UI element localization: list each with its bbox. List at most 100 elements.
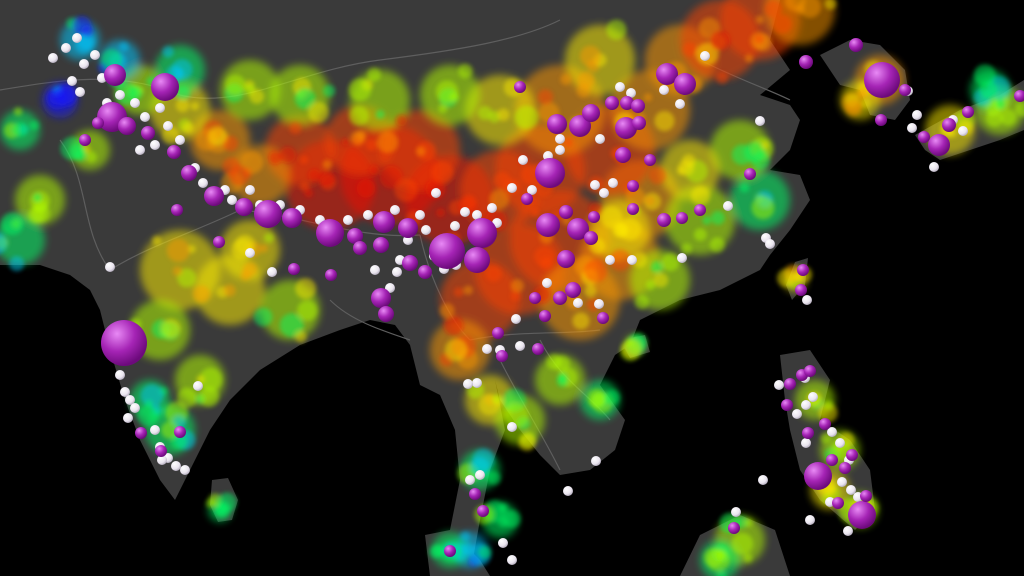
- fatal-landslide-marker[interactable]: [347, 228, 363, 244]
- fatal-landslide-marker[interactable]: [784, 378, 796, 390]
- fatal-landslide-marker[interactable]: [744, 168, 756, 180]
- fatal-landslide-marker[interactable]: [582, 104, 600, 122]
- fatal-landslide-marker[interactable]: [101, 320, 147, 366]
- nonfatal-landslide-marker[interactable]: [227, 195, 237, 205]
- nonfatal-landslide-marker[interactable]: [48, 53, 58, 63]
- nonfatal-landslide-marker[interactable]: [245, 185, 255, 195]
- nonfatal-landslide-marker[interactable]: [808, 392, 818, 402]
- nonfatal-landslide-marker[interactable]: [827, 427, 837, 437]
- fatal-landslide-marker[interactable]: [875, 114, 887, 126]
- nonfatal-landslide-marker[interactable]: [755, 116, 765, 126]
- nonfatal-landslide-marker[interactable]: [758, 475, 768, 485]
- nonfatal-landslide-marker[interactable]: [573, 298, 583, 308]
- nonfatal-landslide-marker[interactable]: [155, 103, 165, 113]
- nonfatal-landslide-marker[interactable]: [627, 255, 637, 265]
- fatal-landslide-marker[interactable]: [797, 264, 809, 276]
- nonfatal-landslide-marker[interactable]: [175, 135, 185, 145]
- nonfatal-landslide-marker[interactable]: [802, 295, 812, 305]
- fatal-landslide-marker[interactable]: [79, 134, 91, 146]
- fatal-landslide-marker[interactable]: [521, 193, 533, 205]
- nonfatal-landslide-marker[interactable]: [837, 477, 847, 487]
- fatal-landslide-marker[interactable]: [928, 134, 950, 156]
- fatal-landslide-marker[interactable]: [378, 306, 394, 322]
- fatal-landslide-marker[interactable]: [1014, 90, 1024, 102]
- nonfatal-landslide-marker[interactable]: [518, 155, 528, 165]
- fatal-landslide-marker[interactable]: [553, 291, 567, 305]
- fatal-landslide-marker[interactable]: [567, 218, 589, 240]
- nonfatal-landslide-marker[interactable]: [801, 400, 811, 410]
- nonfatal-landslide-marker[interactable]: [594, 299, 604, 309]
- fatal-landslide-marker[interactable]: [535, 158, 565, 188]
- fatal-landslide-marker[interactable]: [620, 96, 634, 110]
- nonfatal-landslide-marker[interactable]: [563, 486, 573, 496]
- fatal-landslide-marker[interactable]: [899, 84, 911, 96]
- fatal-landslide-marker[interactable]: [118, 117, 136, 135]
- fatal-landslide-marker[interactable]: [316, 219, 344, 247]
- fatal-landslide-marker[interactable]: [181, 165, 197, 181]
- fatal-landslide-marker[interactable]: [674, 73, 696, 95]
- fatal-landslide-marker[interactable]: [174, 426, 186, 438]
- fatal-landslide-marker[interactable]: [171, 204, 183, 216]
- nonfatal-landslide-marker[interactable]: [907, 123, 917, 133]
- fatal-landslide-marker[interactable]: [839, 462, 851, 474]
- nonfatal-landslide-marker[interactable]: [90, 50, 100, 60]
- fatal-landslide-marker[interactable]: [832, 497, 844, 509]
- nonfatal-landslide-marker[interactable]: [150, 140, 160, 150]
- fatal-landslide-marker[interactable]: [282, 208, 302, 228]
- fatal-landslide-marker[interactable]: [141, 126, 155, 140]
- fatal-landslide-marker[interactable]: [469, 488, 481, 500]
- nonfatal-landslide-marker[interactable]: [198, 178, 208, 188]
- nonfatal-landslide-marker[interactable]: [498, 538, 508, 548]
- nonfatal-landslide-marker[interactable]: [555, 134, 565, 144]
- fatal-landslide-marker[interactable]: [804, 462, 832, 490]
- nonfatal-landslide-marker[interactable]: [677, 253, 687, 263]
- fatal-landslide-marker[interactable]: [539, 310, 551, 322]
- nonfatal-landslide-marker[interactable]: [450, 221, 460, 231]
- fatal-landslide-marker[interactable]: [371, 288, 391, 308]
- fatal-landslide-marker[interactable]: [155, 445, 167, 457]
- nonfatal-landslide-marker[interactable]: [723, 201, 733, 211]
- fatal-landslide-marker[interactable]: [288, 263, 300, 275]
- nonfatal-landslide-marker[interactable]: [542, 278, 552, 288]
- fatal-landslide-marker[interactable]: [467, 218, 497, 248]
- nonfatal-landslide-marker[interactable]: [487, 203, 497, 213]
- fatal-landslide-marker[interactable]: [804, 365, 816, 377]
- nonfatal-landslide-marker[interactable]: [120, 387, 130, 397]
- nonfatal-landslide-marker[interactable]: [135, 145, 145, 155]
- fatal-landslide-marker[interactable]: [398, 218, 418, 238]
- nonfatal-landslide-marker[interactable]: [115, 370, 125, 380]
- nonfatal-landslide-marker[interactable]: [363, 210, 373, 220]
- nonfatal-landslide-marker[interactable]: [105, 262, 115, 272]
- nonfatal-landslide-marker[interactable]: [475, 470, 485, 480]
- fatal-landslide-marker[interactable]: [325, 269, 337, 281]
- fatal-landslide-marker[interactable]: [529, 292, 541, 304]
- nonfatal-landslide-marker[interactable]: [163, 121, 173, 131]
- nonfatal-landslide-marker[interactable]: [130, 98, 140, 108]
- nonfatal-landslide-marker[interactable]: [392, 267, 402, 277]
- nonfatal-landslide-marker[interactable]: [792, 409, 802, 419]
- nonfatal-landslide-marker[interactable]: [72, 33, 82, 43]
- nonfatal-landslide-marker[interactable]: [431, 188, 441, 198]
- nonfatal-landslide-marker[interactable]: [774, 380, 784, 390]
- nonfatal-landslide-marker[interactable]: [180, 465, 190, 475]
- nonfatal-landslide-marker[interactable]: [846, 485, 856, 495]
- nonfatal-landslide-marker[interactable]: [421, 225, 431, 235]
- nonfatal-landslide-marker[interactable]: [507, 183, 517, 193]
- nonfatal-landslide-marker[interactable]: [731, 507, 741, 517]
- nonfatal-landslide-marker[interactable]: [507, 422, 517, 432]
- fatal-landslide-marker[interactable]: [656, 63, 678, 85]
- fatal-landslide-marker[interactable]: [918, 131, 930, 143]
- fatal-landslide-marker[interactable]: [151, 73, 179, 101]
- nonfatal-landslide-marker[interactable]: [527, 185, 537, 195]
- nonfatal-landslide-marker[interactable]: [843, 526, 853, 536]
- fatal-landslide-marker[interactable]: [644, 154, 656, 166]
- nonfatal-landslide-marker[interactable]: [591, 456, 601, 466]
- nonfatal-landslide-marker[interactable]: [390, 205, 400, 215]
- fatal-landslide-marker[interactable]: [373, 237, 389, 253]
- fatal-landslide-marker[interactable]: [588, 211, 600, 223]
- nonfatal-landslide-marker[interactable]: [595, 134, 605, 144]
- nonfatal-landslide-marker[interactable]: [115, 90, 125, 100]
- fatal-landslide-marker[interactable]: [496, 350, 508, 362]
- fatal-landslide-marker[interactable]: [565, 282, 581, 298]
